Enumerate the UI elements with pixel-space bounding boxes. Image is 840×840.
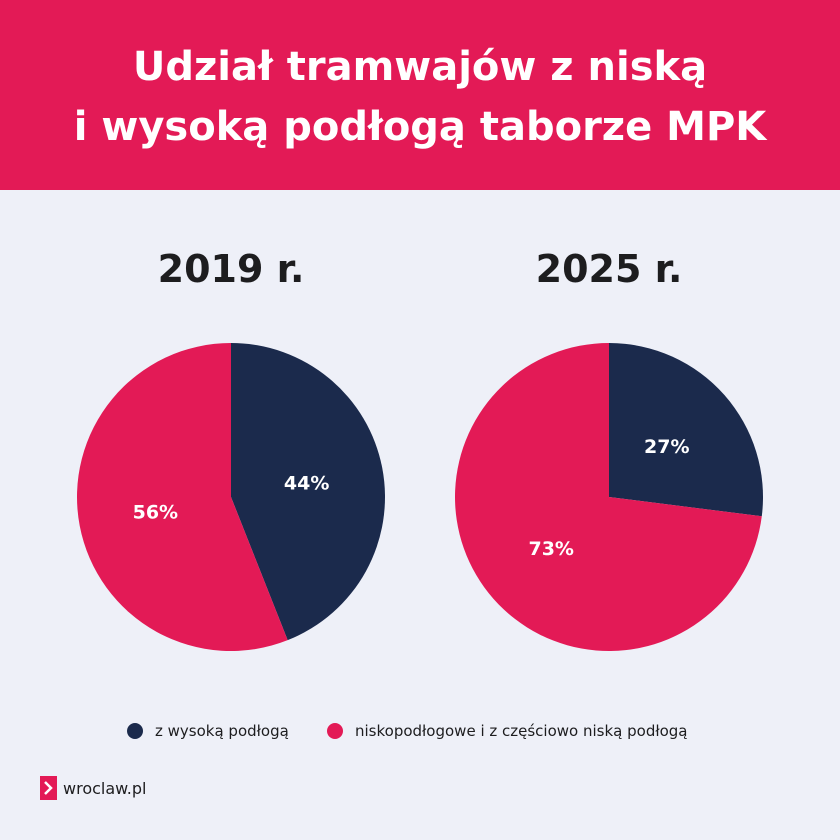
pie-slice <box>454 343 762 651</box>
value-label: 44% <box>284 473 329 495</box>
value-label: 73% <box>528 538 573 560</box>
legend-label: niskopodłogowe i z częściowo niską podło… <box>355 722 688 740</box>
legend-marker <box>127 723 143 739</box>
pie-slice <box>231 343 386 641</box>
logo-text: wroclaw.pl <box>63 779 146 798</box>
value-label: 27% <box>644 436 689 458</box>
header <box>0 0 840 190</box>
pie-slice <box>77 343 288 651</box>
pie-title: 2025 r. <box>536 247 683 291</box>
title-line: i wysoką podłogą taborze MPK <box>74 104 769 150</box>
legend-marker <box>327 723 343 739</box>
value-label: 56% <box>133 501 178 523</box>
title-line: Udział tramwajów z niską <box>133 44 707 90</box>
logo-arrow <box>44 781 53 795</box>
logo-icon <box>40 776 57 800</box>
legend-label: z wysoką podłogą <box>155 722 289 740</box>
pie-title: 2019 r. <box>158 247 305 291</box>
pie-slice <box>609 343 763 517</box>
